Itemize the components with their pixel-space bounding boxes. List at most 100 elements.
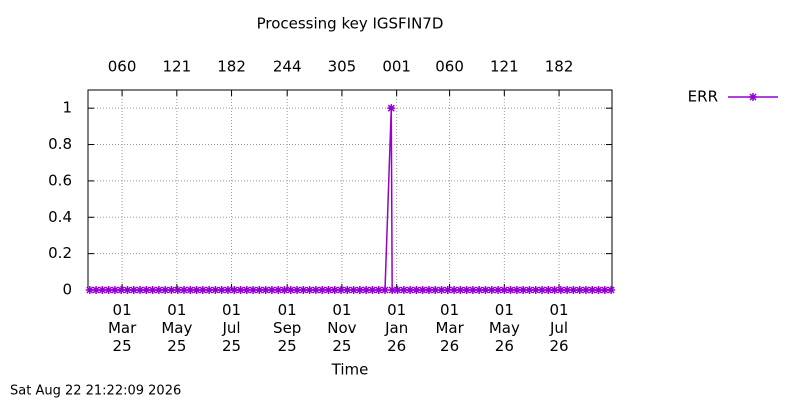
x-tick-line: 01 [332,301,351,319]
marker [173,286,182,294]
marker [305,286,314,294]
marker [186,286,195,294]
x-tick-line: 25 [278,337,297,355]
marker [437,286,446,294]
x2-tick-label: 244 [273,58,302,76]
x-tick-line: Jul [549,319,568,337]
marker [311,286,320,294]
marker [192,286,201,294]
marker [406,286,415,294]
marker [136,286,145,294]
x-tick-line: 25 [113,337,132,355]
x-tick-line: 26 [495,337,514,355]
marker [148,286,157,294]
marker [280,286,289,294]
x-tick-line: 25 [332,337,351,355]
marker [299,286,308,294]
marker [506,286,515,294]
marker [512,286,521,294]
legend-label: ERR [688,88,718,106]
marker [563,286,572,294]
marker [161,286,170,294]
marker [456,286,465,294]
marker [749,93,757,101]
marker [217,286,226,294]
plot-frame [87,89,613,291]
marker [98,286,107,294]
x-tick-label: 01 May 26 [489,301,520,355]
chart-title: Processing key IGSFIN7D [257,15,444,33]
marker [424,286,433,294]
x2-tick-label: 182 [217,58,246,76]
y-tick-label: 1 [62,99,72,117]
x-tick-line: 01 [222,301,241,319]
marker [525,286,534,294]
marker [443,286,452,294]
marker [274,286,283,294]
x2-tick-label: 001 [382,58,411,76]
marker [142,286,151,294]
marker [180,286,189,294]
x-tick-line: 01 [440,301,459,319]
marker [129,286,138,294]
y-tick-label: 0.8 [48,135,72,153]
timestamp: Sat Aug 22 21:22:09 2026 [10,384,181,399]
marker [393,286,402,294]
x2-tick-label: 182 [545,58,574,76]
x-tick-label: 01 Jan 26 [384,301,408,355]
x2-tick-label: 060 [108,58,137,76]
marker [494,286,503,294]
x-tick-line: 01 [113,301,132,319]
x-tick-line: 01 [387,301,406,319]
marker [223,286,232,294]
marker [249,286,258,294]
marker [581,286,590,294]
x-tick-line: May [161,319,192,337]
marker [293,286,302,294]
marker [538,286,547,294]
marker [388,286,397,294]
marker [368,286,377,294]
marker [324,286,333,294]
marker [468,286,477,294]
marker [569,286,578,294]
x-tick-line: 26 [550,337,569,355]
marker [355,286,364,294]
x-tick-line: Mar [435,319,464,337]
marker [123,286,132,294]
marker [261,286,270,294]
y-tick-label: 0.2 [48,244,72,262]
y-tick-label: 0.6 [48,171,72,189]
marker [198,286,207,294]
x-tick-line: 25 [167,337,186,355]
marker [500,286,509,294]
y-tick-label: 0 [62,281,72,299]
marker [374,286,383,294]
marker [575,286,584,294]
marker [255,286,264,294]
marker [110,286,119,294]
x-tick-line: 01 [495,301,514,319]
marker [380,286,389,294]
x-tick-line: 01 [550,301,569,319]
x2-tick-label: 121 [163,58,192,76]
marker [343,286,352,294]
marker [330,286,339,294]
marker [167,286,176,294]
marker [230,286,239,294]
x-tick-label: 01 May 25 [161,301,192,355]
marker [387,104,396,113]
marker [475,286,484,294]
marker [519,286,528,294]
marker [481,286,490,294]
x-tick-line: 26 [440,337,459,355]
x-tick-label: 01 Nov 25 [327,301,356,355]
marker [556,286,565,294]
x-tick-line: Jan [384,319,408,337]
marker [211,286,220,294]
marker [154,286,163,294]
x-tick-line: Jul [222,319,241,337]
marker [544,286,553,294]
x-tick-label: 01 Jul 26 [549,301,569,355]
